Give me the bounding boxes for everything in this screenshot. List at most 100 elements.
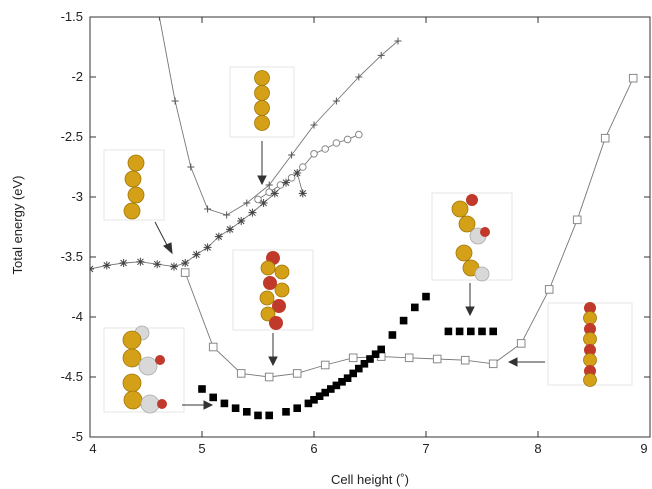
- series-5-point: [282, 408, 290, 416]
- series-5-point: [321, 388, 329, 397]
- series-1-point: [377, 51, 385, 59]
- series-5-point: [304, 399, 313, 408]
- series-3-point: [170, 262, 178, 271]
- series-1-point: [171, 97, 179, 105]
- series-4-point: [432, 354, 442, 364]
- series-4-point: [180, 268, 190, 277]
- inset-au-o-linear-chain-right: [547, 302, 633, 387]
- series-3-point: [181, 259, 190, 267]
- series-5-point: [455, 327, 464, 336]
- series-5-point: [310, 396, 318, 404]
- series-5-point: [388, 331, 397, 339]
- series-3-point: [293, 169, 302, 177]
- y-tick-label: -3.5: [61, 249, 83, 264]
- series-4-point: [516, 339, 526, 348]
- series-2-point: [355, 130, 363, 139]
- series-5-point: [209, 393, 217, 402]
- series-5-point: [399, 316, 408, 325]
- series-4-point: [460, 355, 470, 365]
- series-5-point: [360, 360, 369, 368]
- series-5-point: [293, 404, 301, 412]
- series-5-point: [220, 399, 229, 408]
- series-1-point: [243, 199, 251, 207]
- series-1-point: [223, 211, 231, 219]
- series-5-point: [231, 404, 240, 412]
- series-4-point: [572, 215, 582, 225]
- y-tick-label: -4: [71, 309, 83, 324]
- series-5-point: [332, 381, 341, 390]
- y-axis-label: Total energy (eV): [10, 176, 25, 275]
- series-5-point: [198, 385, 206, 393]
- series-1-point: [265, 181, 273, 189]
- x-tick-label: 5: [198, 441, 205, 456]
- series-2-point: [254, 195, 262, 204]
- series-2-point: [321, 145, 330, 153]
- inset-zigzag-chain-left: [103, 149, 165, 221]
- series-5-point: [422, 292, 430, 301]
- series-3-point: [153, 260, 162, 269]
- inset-au-o-zigzag-center: [232, 249, 314, 331]
- y-tick-label: -3: [71, 189, 83, 204]
- series-5-point: [444, 327, 453, 336]
- series-3-point: [270, 189, 279, 198]
- series-5-point: [478, 327, 486, 336]
- series-4-point: [236, 369, 246, 378]
- series-5-point: [265, 411, 273, 420]
- series-5-point: [327, 385, 335, 393]
- y-tick-label: -2: [71, 69, 83, 84]
- series-4-point: [488, 359, 498, 369]
- series-4-point: [404, 353, 414, 363]
- series-1-point: [187, 163, 195, 171]
- series-3-point: [226, 225, 234, 234]
- series-5-point: [467, 327, 475, 336]
- series-markers: [90, 17, 638, 420]
- series-3-point: [203, 243, 212, 252]
- inset-au-o-chain-right: [431, 192, 513, 282]
- series-3-point: [298, 189, 307, 198]
- series-5-point: [254, 411, 262, 420]
- series-4-point: [348, 353, 358, 363]
- series-4-point: [544, 285, 554, 294]
- series-1-point: [332, 97, 340, 105]
- x-axis-label: Cell height (˚): [331, 472, 409, 487]
- y-tick-label: -5: [71, 429, 83, 444]
- series-4-point: [208, 342, 218, 352]
- series-2-line: [257, 134, 359, 200]
- plot-frame: [89, 16, 651, 438]
- series-5-point: [343, 374, 352, 382]
- series-1-point: [355, 73, 363, 81]
- x-tick-label: 9: [640, 441, 647, 456]
- series-5-point: [349, 369, 357, 378]
- x-tick-label: 6: [310, 441, 317, 456]
- series-1-point: [288, 151, 296, 159]
- series-2-point: [343, 135, 352, 144]
- y-tick-label: -2.5: [61, 129, 83, 144]
- series-3-point: [237, 217, 246, 225]
- series-4-point: [292, 369, 302, 378]
- series-5-point: [371, 350, 380, 358]
- series-3-point: [248, 208, 257, 217]
- series-2-point: [299, 163, 307, 171]
- series-5-point: [411, 303, 419, 312]
- series-1-point: [155, 17, 163, 21]
- series-2-point: [310, 150, 318, 158]
- series-5-point: [377, 345, 385, 354]
- inset-linear-chain-top: [229, 66, 295, 138]
- series-5-point: [243, 408, 251, 416]
- series-2-point: [332, 139, 341, 147]
- series-2-point: [265, 188, 274, 196]
- y-tick-label: -4.5: [61, 369, 83, 384]
- series-4-point: [628, 73, 638, 83]
- series-5-point: [489, 327, 497, 336]
- series-1-point: [204, 205, 212, 213]
- y-tick-label: -1.5: [61, 9, 83, 24]
- series-3-point: [136, 257, 145, 266]
- series-3-point: [192, 250, 201, 259]
- series-5-point: [315, 392, 324, 400]
- series-3-point: [102, 261, 111, 270]
- series-2-point: [287, 174, 296, 182]
- annotation-arrows: [154, 141, 545, 410]
- x-tick-label: 4: [89, 441, 96, 456]
- inset-au-o-zigzag-bottom-left: [103, 325, 185, 414]
